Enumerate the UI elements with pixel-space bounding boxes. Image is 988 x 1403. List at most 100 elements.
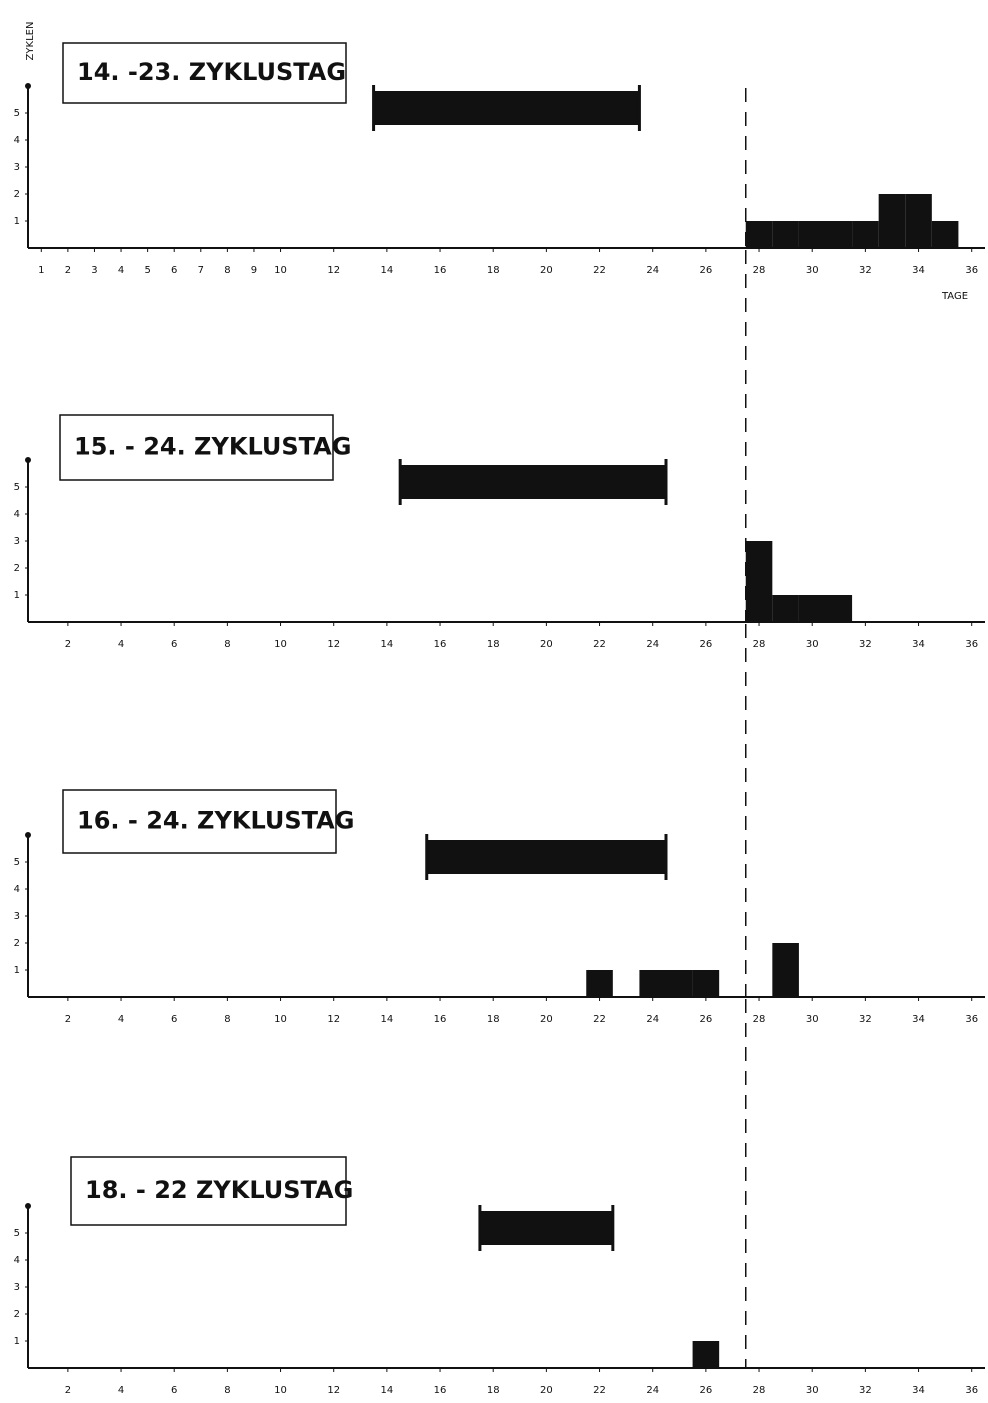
x-tick-label: 30 bbox=[806, 1014, 819, 1025]
y-tick-label: 2 bbox=[14, 1309, 20, 1320]
x-tick-label: 34 bbox=[912, 1014, 925, 1025]
x-tick-label: 24 bbox=[646, 639, 659, 650]
x-tick-label: 6 bbox=[171, 1014, 177, 1025]
y-tick-label: 1 bbox=[14, 1336, 20, 1347]
bar bbox=[745, 221, 773, 248]
x-tick-label: 24 bbox=[646, 265, 659, 276]
y-axis-end bbox=[25, 457, 31, 463]
x-tick-label: 14 bbox=[381, 1385, 394, 1396]
bar bbox=[639, 970, 666, 997]
x-tick-label: 26 bbox=[700, 1014, 713, 1025]
bar bbox=[931, 221, 959, 248]
y-axis-label: ZYKLEN bbox=[25, 22, 36, 61]
x-tick-label: 28 bbox=[753, 639, 766, 650]
x-tick-label: 22 bbox=[593, 1385, 606, 1396]
x-tick-label: 22 bbox=[593, 639, 606, 650]
y-tick-label: 5 bbox=[14, 1228, 20, 1239]
x-tick-label: 18 bbox=[487, 1385, 500, 1396]
x-tick-label: 36 bbox=[965, 1014, 978, 1025]
period-bar bbox=[426, 840, 666, 874]
y-axis-end bbox=[25, 832, 31, 838]
y-tick-label: 3 bbox=[14, 536, 20, 547]
x-tick-label: 16 bbox=[434, 1385, 447, 1396]
y-tick-label: 2 bbox=[14, 189, 20, 200]
x-tick-label: 36 bbox=[965, 1385, 978, 1396]
x-tick-label: 10 bbox=[274, 639, 287, 650]
y-tick-label: 1 bbox=[14, 965, 20, 976]
x-tick-label: 2 bbox=[65, 265, 71, 276]
x-tick-label: 2 bbox=[65, 1385, 71, 1396]
x-tick-label: 14 bbox=[381, 1014, 394, 1025]
y-tick-label: 3 bbox=[14, 1282, 20, 1293]
x-tick-label: 5 bbox=[144, 265, 150, 276]
x-tick-label: 6 bbox=[171, 639, 177, 650]
bar bbox=[692, 970, 720, 997]
x-tick-label: 20 bbox=[540, 1385, 553, 1396]
x-tick-label: 6 bbox=[171, 265, 177, 276]
x-tick-label: 2 bbox=[65, 1014, 71, 1025]
title-box bbox=[70, 1156, 347, 1226]
x-tick-label: 8 bbox=[224, 1385, 230, 1396]
title-box bbox=[62, 42, 347, 104]
x-tick-label: 26 bbox=[700, 1385, 713, 1396]
y-tick-label: 3 bbox=[14, 162, 20, 173]
bar bbox=[586, 970, 613, 997]
bar bbox=[745, 541, 773, 622]
bar bbox=[798, 595, 826, 622]
x-tick-label: 2 bbox=[65, 639, 71, 650]
x-tick-label: 8 bbox=[224, 1014, 230, 1025]
chart-title: 16. - 24. ZYKLUSTAG bbox=[77, 807, 354, 835]
x-tick-label: 30 bbox=[806, 265, 819, 276]
x-tick-label: 3 bbox=[91, 265, 97, 276]
y-tick-label: 5 bbox=[14, 482, 20, 493]
bar bbox=[772, 943, 799, 997]
chart-title: 15. - 24. ZYKLUSTAG bbox=[74, 433, 351, 461]
y-tick-label: 4 bbox=[14, 509, 20, 520]
x-tick-label: 30 bbox=[806, 639, 819, 650]
bar bbox=[692, 1341, 720, 1368]
bar bbox=[666, 970, 693, 997]
x-tick-label: 28 bbox=[753, 265, 766, 276]
y-axis-end bbox=[25, 1203, 31, 1209]
x-tick-label: 32 bbox=[859, 639, 872, 650]
x-tick-label: 34 bbox=[912, 639, 925, 650]
x-tick-label: 1 bbox=[38, 265, 44, 276]
x-tick-label: 30 bbox=[806, 1385, 819, 1396]
x-tick-label: 12 bbox=[327, 1014, 340, 1025]
y-tick-label: 4 bbox=[14, 884, 20, 895]
x-axis-label: TAGE bbox=[941, 291, 968, 302]
chart-title: 18. - 22 ZYKLUSTAG bbox=[85, 1176, 353, 1204]
x-tick-label: 20 bbox=[540, 639, 553, 650]
x-tick-label: 12 bbox=[327, 639, 340, 650]
title-box bbox=[59, 414, 334, 481]
x-tick-label: 32 bbox=[859, 1014, 872, 1025]
x-tick-label: 10 bbox=[274, 1385, 287, 1396]
x-tick-label: 4 bbox=[118, 265, 124, 276]
y-tick-label: 5 bbox=[14, 857, 20, 868]
y-tick-label: 3 bbox=[14, 911, 20, 922]
x-tick-label: 18 bbox=[487, 639, 500, 650]
bar bbox=[852, 221, 879, 248]
x-tick-label: 4 bbox=[118, 639, 124, 650]
title-box bbox=[62, 789, 337, 854]
x-tick-label: 6 bbox=[171, 1385, 177, 1396]
bar bbox=[905, 194, 932, 248]
x-tick-label: 4 bbox=[118, 1385, 124, 1396]
y-tick-label: 4 bbox=[14, 135, 20, 146]
x-tick-label: 16 bbox=[434, 1014, 447, 1025]
period-bar bbox=[479, 1211, 613, 1245]
x-tick-label: 10 bbox=[274, 1014, 287, 1025]
x-tick-label: 7 bbox=[198, 265, 204, 276]
x-tick-label: 4 bbox=[118, 1014, 124, 1025]
x-tick-label: 20 bbox=[540, 1014, 553, 1025]
x-tick-label: 18 bbox=[487, 1014, 500, 1025]
x-tick-label: 12 bbox=[327, 265, 340, 276]
x-tick-label: 26 bbox=[700, 639, 713, 650]
x-tick-label: 24 bbox=[646, 1014, 659, 1025]
x-tick-label: 32 bbox=[859, 1385, 872, 1396]
bar bbox=[825, 595, 853, 622]
x-tick-label: 8 bbox=[224, 639, 230, 650]
bar bbox=[772, 595, 799, 622]
x-tick-label: 24 bbox=[646, 1385, 659, 1396]
